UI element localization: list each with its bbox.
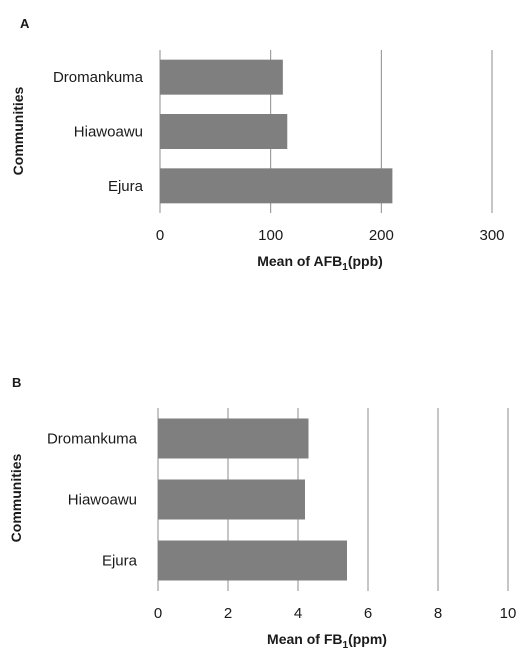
x-tick-label: 4	[294, 605, 302, 622]
panel-letter-b: B	[12, 375, 22, 390]
bar-chart-a: Dromankuma Hiawoawu Ejura 0 100 200 300 Mean of…	[10, 50, 505, 273]
bar-dromankuma	[160, 59, 283, 95]
x-tick-label: 6	[364, 605, 372, 622]
category-label: Ejura	[108, 178, 144, 195]
x-tick-label: 8	[434, 605, 442, 622]
x-tick-label: 0	[154, 605, 162, 622]
bar-ejura	[158, 540, 347, 581]
bar-hiawoawu	[160, 114, 288, 149]
x-axis-title: Mean of AFB1(ppb)	[257, 253, 383, 273]
x-axis-title: Mean of FB1(ppm)	[267, 631, 387, 650]
y-axis-title: Communities	[8, 453, 24, 542]
y-axis-title: Communities	[10, 86, 26, 175]
x-tick-label: 10	[500, 605, 517, 622]
category-label: Hiawoawu	[74, 124, 143, 141]
category-label: Ejura	[102, 553, 138, 570]
category-label: Dromankuma	[53, 69, 144, 86]
chart-panel-b: B Dromankuma Hiawoawu Ejura 0 2 4 6 8 10 Mean of …	[0, 365, 520, 650]
x-tick-label: 0	[156, 227, 164, 244]
x-tick-label: 2	[224, 605, 232, 622]
bar-dromankuma	[158, 418, 309, 459]
category-label: Dromankuma	[47, 431, 138, 448]
bar-ejura	[160, 168, 393, 204]
category-label: Hiawoawu	[68, 492, 137, 509]
panel-letter-a: A	[20, 16, 30, 31]
x-tick-label: 100	[258, 227, 283, 244]
chart-panel-a: A Dromankuma Hiawoawu Ejura 0 100 200 300 Mean …	[0, 0, 520, 300]
x-tick-label: 200	[369, 227, 394, 244]
bar-chart-b: Dromankuma Hiawoawu Ejura 0 2 4 6 8 10 Mean of FB…	[8, 408, 517, 650]
x-tick-label: 300	[479, 227, 504, 244]
bar-hiawoawu	[158, 479, 305, 520]
